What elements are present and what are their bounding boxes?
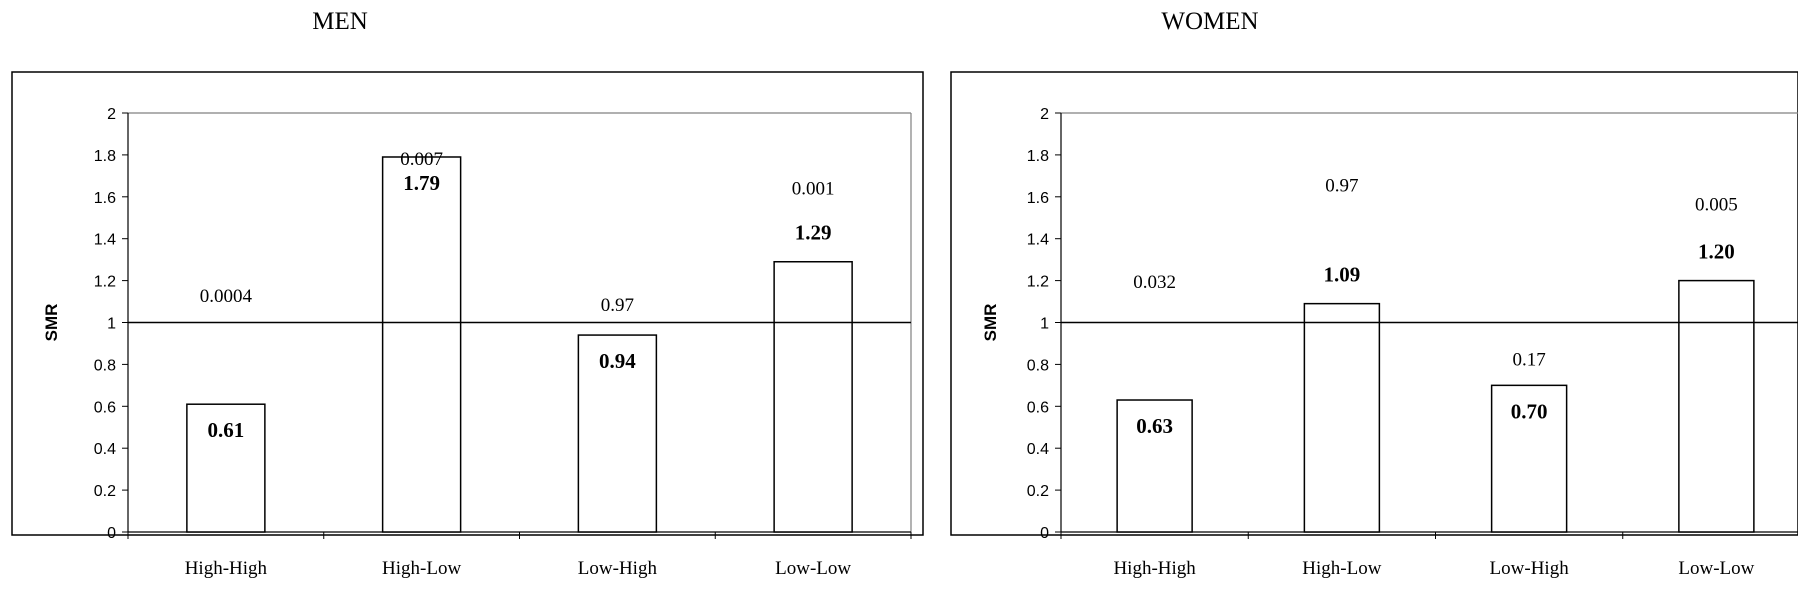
p-value-label-men: 0.007 xyxy=(400,149,443,170)
y-tick-label-women: 0.6 xyxy=(1027,399,1049,416)
y-tick-label-women: 1.2 xyxy=(1027,274,1049,291)
chart-title-men: MEN xyxy=(312,8,368,35)
y-tick-label-men: 0.6 xyxy=(94,399,116,416)
y-tick-label-women: 1.8 xyxy=(1027,148,1049,165)
bar-women-low-high xyxy=(1490,384,1568,533)
y-tick-label-men: 0.4 xyxy=(94,441,116,458)
y-tick-label-men: 0 xyxy=(107,525,116,542)
p-value-label-women: 0.97 xyxy=(1325,176,1358,197)
p-value-label-women: 0.032 xyxy=(1133,272,1176,293)
y-tick-label-women: 2 xyxy=(1040,106,1049,123)
bar-value-label-women: 0.63 xyxy=(1136,414,1173,438)
x-category-label-women: High-High xyxy=(1113,558,1196,579)
y-tick-label-men: 1.2 xyxy=(94,274,116,291)
y-tick-label-men: 0.8 xyxy=(94,357,116,374)
y-tick-label-men: 1.8 xyxy=(94,148,116,165)
y-tick-label-women: 1 xyxy=(1040,316,1049,333)
x-category-label-women: Low-Low xyxy=(1678,558,1754,579)
bar-value-label-men: 1.29 xyxy=(795,221,832,245)
bar-value-label-women: 1.09 xyxy=(1324,263,1361,287)
y-axis-label-women: SMR xyxy=(981,304,1000,342)
p-value-label-men: 0.001 xyxy=(792,179,835,200)
bar-value-label-women: 1.20 xyxy=(1698,240,1735,264)
x-category-label-men: Low-High xyxy=(578,558,658,579)
bar-men-high-low xyxy=(381,156,462,533)
bar-value-label-women: 0.70 xyxy=(1511,399,1548,423)
y-tick-label-women: 0.4 xyxy=(1027,441,1049,458)
bar-value-label-men: 0.94 xyxy=(599,349,636,373)
y-tick-label-women: 0.2 xyxy=(1027,483,1049,500)
y-tick-label-women: 0 xyxy=(1040,525,1049,542)
y-tick-label-women: 1.4 xyxy=(1027,232,1049,249)
p-value-label-men: 0.97 xyxy=(601,295,634,316)
y-tick-label-men: 1.6 xyxy=(94,190,116,207)
x-category-label-women: High-Low xyxy=(1302,558,1381,579)
y-tick-label-men: 2 xyxy=(107,106,116,123)
y-tick-label-men: 1.4 xyxy=(94,232,116,249)
y-axis-label-men: SMR xyxy=(42,304,61,342)
x-category-label-men: Low-Low xyxy=(775,558,851,579)
bar-men-low-high xyxy=(577,334,658,533)
bar-women-high-low xyxy=(1303,302,1381,533)
y-tick-label-men: 1 xyxy=(107,316,116,333)
p-value-label-men: 0.0004 xyxy=(200,286,253,307)
y-tick-label-men: 0.2 xyxy=(94,483,116,500)
x-category-label-men: High-High xyxy=(185,558,268,579)
bar-men-low-low xyxy=(773,260,853,533)
x-category-label-men: High-Low xyxy=(382,558,461,579)
p-value-label-women: 0.17 xyxy=(1513,349,1546,370)
bar-value-label-men: 0.61 xyxy=(208,418,245,442)
bar-men-high-high xyxy=(186,403,266,533)
chart-title-women: WOMEN xyxy=(1161,8,1259,35)
bar-value-label-men: 1.79 xyxy=(403,171,440,195)
chart-frame-men xyxy=(11,71,924,536)
bar-women-high-high xyxy=(1116,399,1193,533)
x-category-label-women: Low-High xyxy=(1490,558,1570,579)
p-value-label-women: 0.005 xyxy=(1695,195,1738,216)
y-tick-label-women: 0.8 xyxy=(1027,357,1049,374)
bar-women-low-low xyxy=(1678,279,1755,533)
y-tick-label-women: 1.6 xyxy=(1027,190,1049,207)
